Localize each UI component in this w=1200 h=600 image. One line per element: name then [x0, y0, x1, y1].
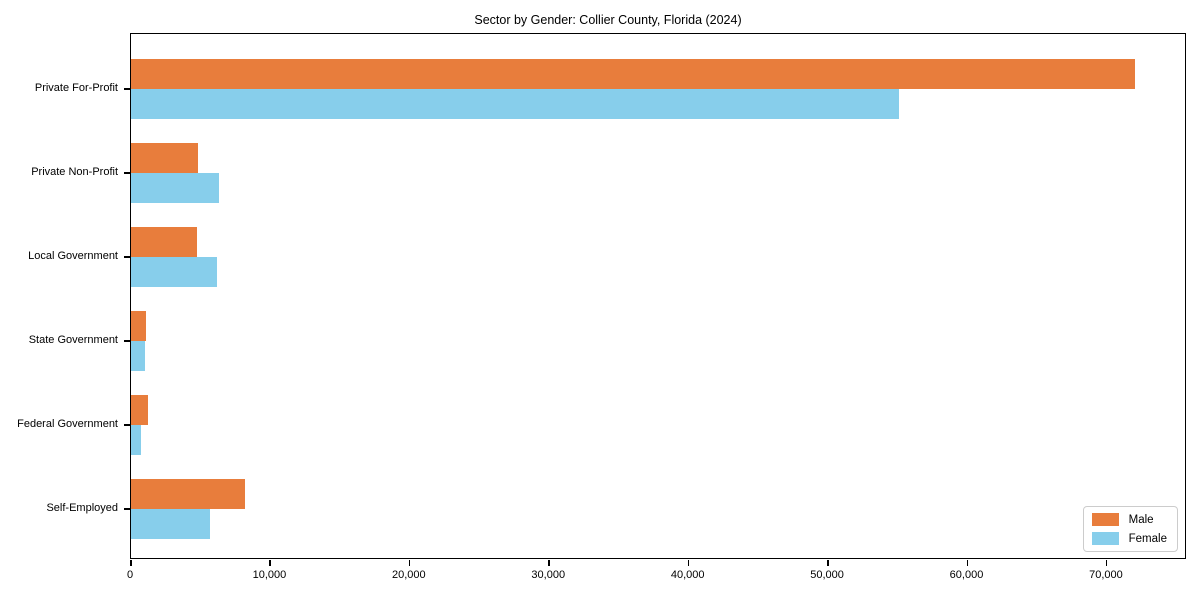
chart-title: Sector by Gender: Collier County, Florid…	[474, 13, 742, 27]
bar-female-self-employed	[131, 509, 211, 539]
bar-male-federal-government	[131, 395, 148, 425]
bar-female-local-government	[131, 257, 218, 287]
y-tick-label-private-non-profit: Private Non-Profit	[31, 166, 118, 178]
legend-swatch-male	[1091, 513, 1119, 526]
x-tick-mark-7	[1105, 560, 1108, 566]
bar-male-private-non-profit	[131, 143, 198, 173]
x-tick-label-3: 30,000	[531, 569, 566, 581]
y-tick-label-local-government: Local Government	[28, 250, 118, 262]
legend-label-female: Female	[1128, 532, 1167, 545]
x-tick-mark-5	[827, 560, 829, 566]
x-tick-label-7: 70,000	[1089, 569, 1123, 581]
bar-female-federal-government	[131, 425, 141, 455]
x-tick-mark-3	[548, 560, 550, 566]
y-tick-mark-state-government	[124, 340, 130, 342]
x-tick-mark-2	[408, 560, 411, 566]
x-tick-mark-0	[130, 560, 132, 566]
x-tick-label-6: 60,000	[949, 569, 984, 581]
bar-female-private-non-profit	[131, 173, 219, 203]
plot-area: Male Female	[130, 33, 1186, 559]
x-tick-label-2: 20,000	[392, 569, 426, 581]
x-tick-label-4: 40,000	[670, 569, 705, 581]
x-tick-mark-4	[687, 560, 690, 566]
bar-male-self-employed	[131, 479, 246, 509]
x-tick-label-0: 0	[126, 569, 134, 581]
x-tick-mark-1	[269, 560, 271, 566]
legend-item-female: Female	[1091, 532, 1167, 545]
legend: Male Female	[1082, 506, 1178, 552]
y-tick-mark-local-government	[124, 256, 130, 258]
bar-male-private-for-profit	[131, 59, 1135, 89]
x-tick-label-5: 50,000	[810, 569, 844, 581]
bar-female-state-government	[131, 341, 145, 371]
y-tick-label-private-for-profit: Private For-Profit	[34, 82, 118, 94]
bar-female-private-for-profit	[131, 89, 900, 119]
x-tick-mark-6	[966, 560, 968, 566]
y-tick-mark-private-non-profit	[124, 172, 130, 174]
legend-item-male: Male	[1091, 513, 1167, 526]
bar-male-local-government	[131, 227, 197, 257]
bar-male-state-government	[131, 311, 147, 341]
y-tick-mark-private-for-profit	[124, 88, 130, 90]
legend-swatch-female	[1091, 532, 1119, 545]
y-tick-mark-federal-government	[124, 424, 130, 426]
y-tick-label-federal-government: Federal Government	[17, 418, 118, 430]
x-tick-label-1: 10,000	[252, 569, 287, 581]
y-tick-label-state-government: State Government	[28, 334, 118, 346]
legend-label-male: Male	[1128, 513, 1154, 526]
y-tick-label-self-employed: Self-Employed	[46, 502, 118, 514]
y-tick-mark-self-employed	[124, 508, 130, 510]
